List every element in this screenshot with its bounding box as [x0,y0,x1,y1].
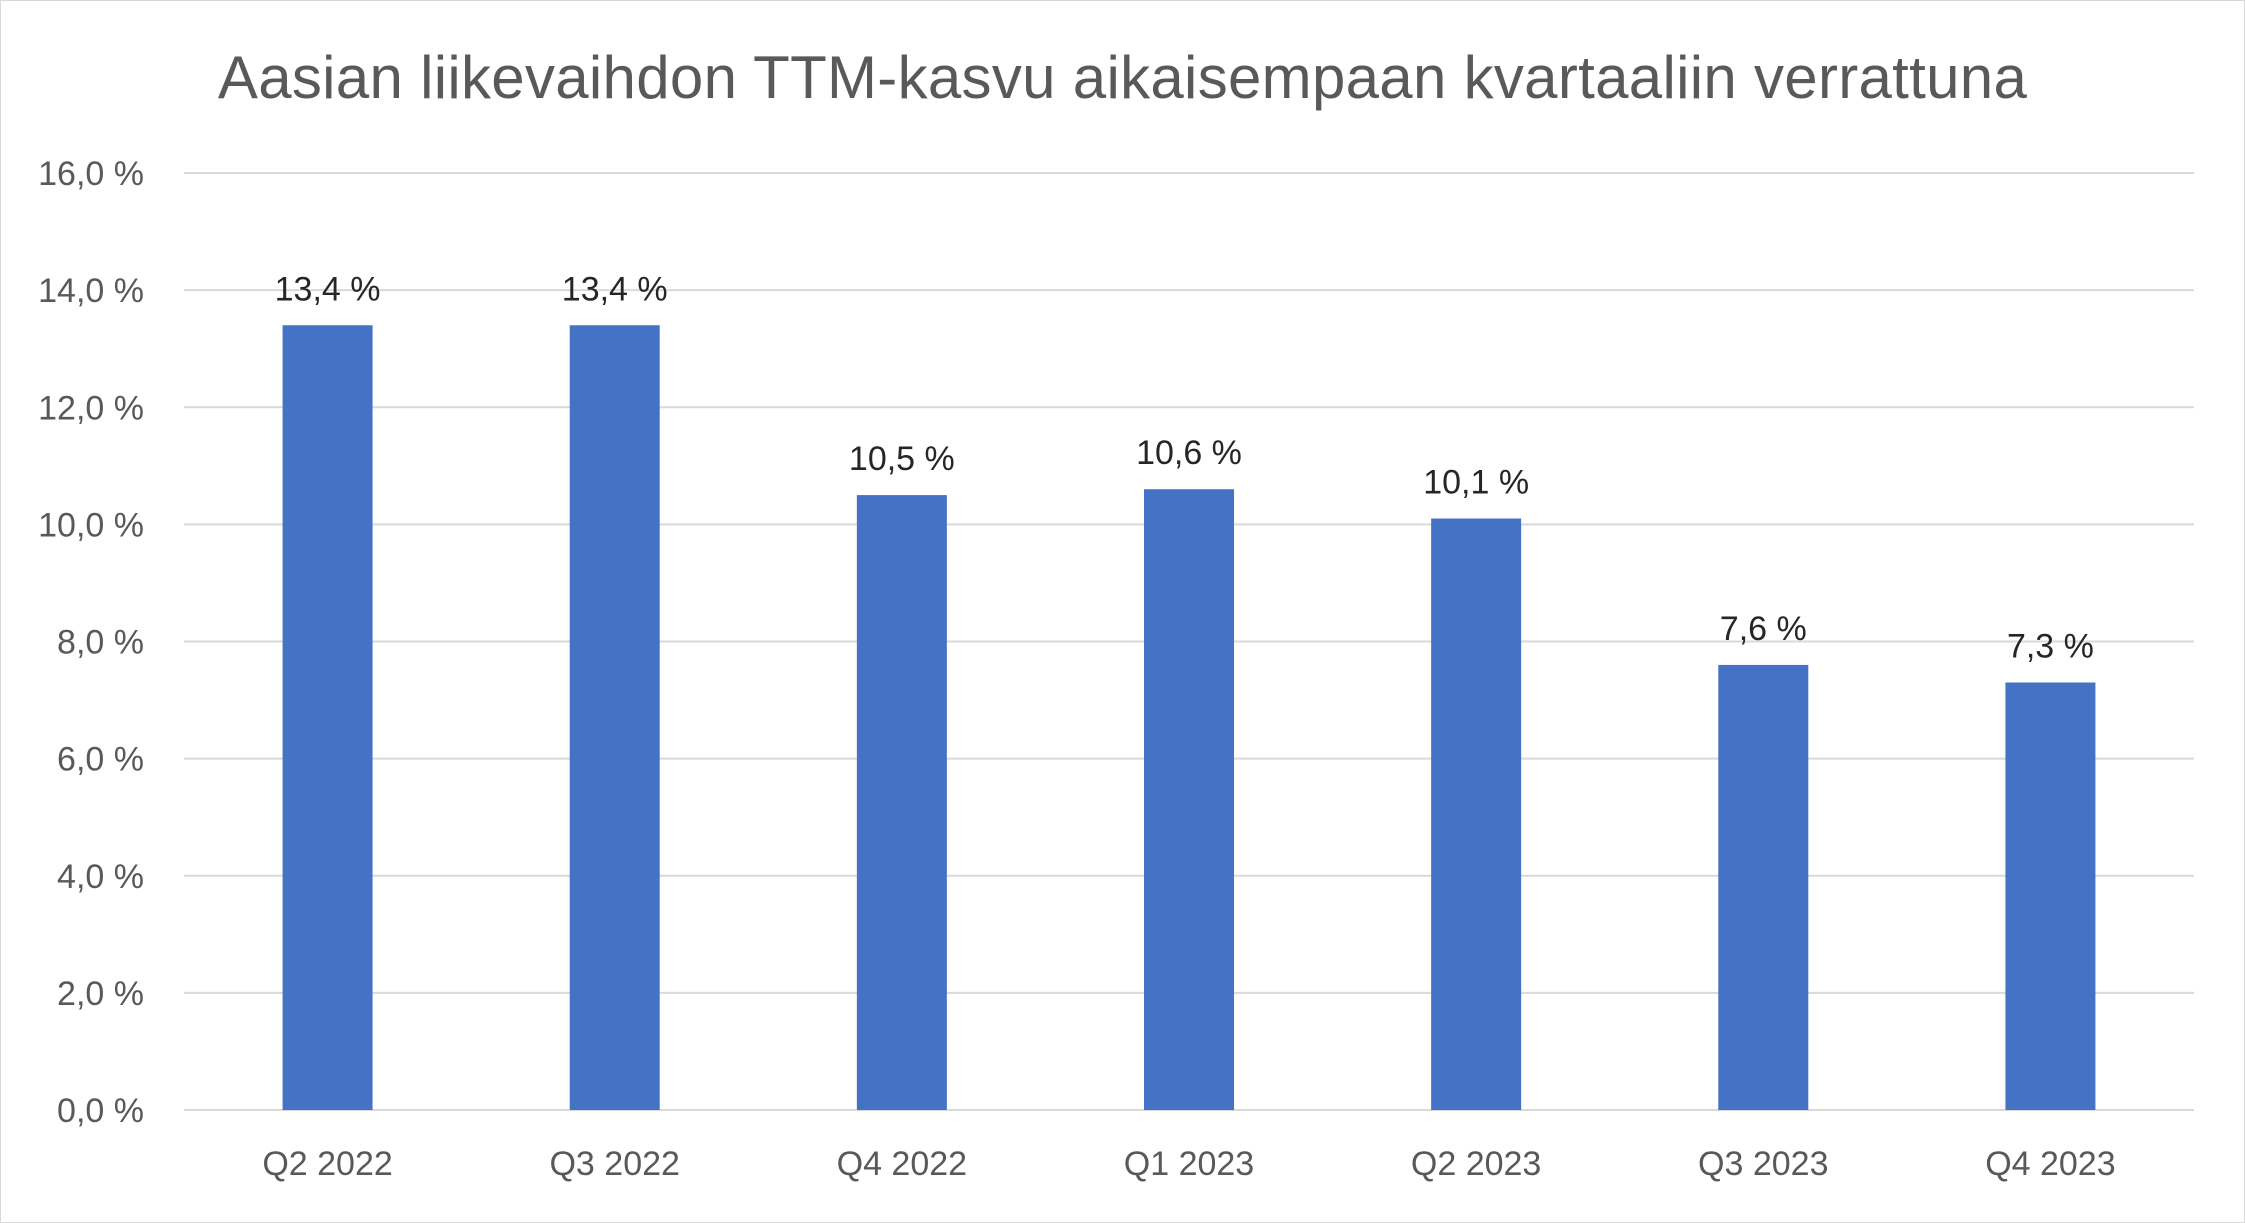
x-tick-label: Q3 2023 [1698,1145,1828,1183]
chart-title: Aasian liikevaihdon TTM-kasvu aikaisempa… [217,44,2028,111]
bar-value-label: 10,6 % [1136,434,1242,472]
bar-value-label: 7,6 % [1720,610,1807,648]
bars [282,325,2096,1110]
bar [856,495,947,1110]
bar [1718,664,1809,1110]
bar [2005,682,2096,1110]
x-tick-label: Q2 2023 [1411,1145,1541,1183]
y-tick-label: 16,0 % [38,155,144,193]
y-tick-label: 8,0 % [57,624,144,662]
x-tick-label: Q4 2023 [1985,1145,2115,1183]
y-tick-label: 0,0 % [57,1092,144,1130]
y-axis-tick-labels: 0,0 % 2,0 % 4,0 % 6,0 % 8,0 % 10,0 % 12,0 % 14,… [38,155,144,1130]
y-tick-label: 6,0 % [57,741,144,779]
y-tick-label: 14,0 % [38,272,144,310]
bar-value-label: 10,5 % [849,440,955,478]
data-labels: 13,4 % 13,4 % 10,5 % 10,6 % 10,1 % 7,6 % 7,3 % [275,270,2094,665]
bar-value-label: 7,3 % [2007,627,2094,665]
y-tick-label: 10,0 % [38,506,144,544]
bar [1144,489,1234,1110]
bar-value-label: 13,4 % [275,270,381,308]
x-tick-label: Q4 2022 [837,1145,967,1183]
x-tick-label: Q2 2022 [262,1145,392,1183]
y-tick-label: 4,0 % [57,858,144,896]
bar [282,325,373,1110]
bar-value-label: 13,4 % [562,270,668,308]
bar [1431,518,1522,1110]
y-tick-label: 12,0 % [38,389,144,427]
x-tick-label: Q1 2023 [1124,1145,1254,1183]
bar [569,325,660,1110]
y-tick-label: 2,0 % [57,975,144,1013]
x-tick-label: Q3 2022 [549,1145,679,1183]
x-axis-tick-labels: Q2 2022 Q3 2022 Q4 2022 Q1 2023 Q2 2023 Q3 20… [262,1145,2115,1183]
bar-value-label: 10,1 % [1423,464,1529,502]
